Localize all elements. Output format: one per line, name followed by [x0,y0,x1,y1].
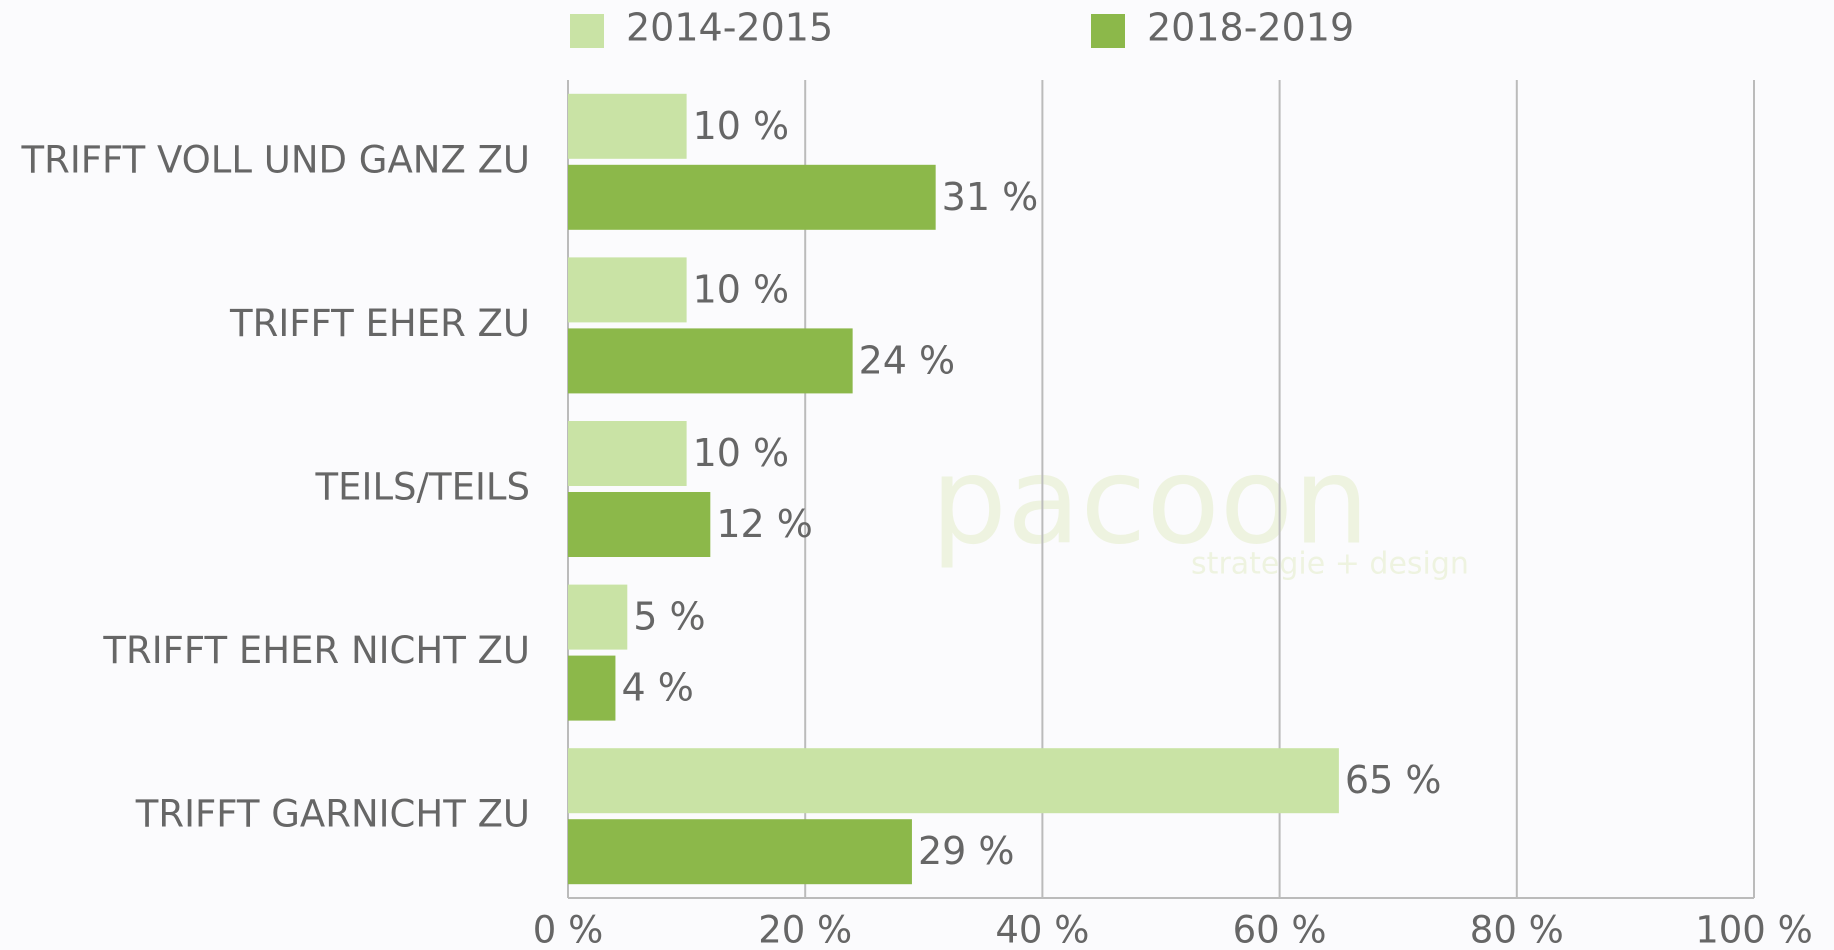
bar [568,164,936,230]
legend-label: 2014-2015 [626,6,833,50]
data-label: 29 % [918,829,1015,873]
bar [568,328,853,394]
data-label: 10 % [693,431,790,475]
category-label: TRIFFT VOLL UND GANZ ZU [21,138,530,181]
bar [568,748,1339,814]
data-label: 5 % [633,595,705,639]
bar [568,93,687,159]
legend-swatch [570,14,604,48]
legend-label: 2018-2019 [1147,6,1354,50]
x-tick-label: 20 % [758,909,852,950]
data-label: 10 % [693,267,790,311]
bar [568,257,687,323]
legend-swatch [1091,14,1125,48]
bar [568,819,912,885]
data-label: 31 % [942,175,1039,219]
bar [568,492,711,557]
category-label: TRIFFT EHER NICHT ZU [102,629,530,672]
x-tick-label: 0 % [533,909,603,950]
data-label: 65 % [1345,758,1442,802]
category-label: TEILS/TEILS [315,466,530,509]
category-label: TRIFFT GARNICHT ZU [135,793,530,836]
bar [568,421,687,486]
bar [568,584,628,650]
x-tick-label: 80 % [1470,909,1564,950]
watermark-sub: strategie + design [1191,547,1469,582]
watermark: pacoon [931,433,1370,572]
data-label: 4 % [621,666,693,710]
x-tick-label: 60 % [1233,909,1327,950]
data-label: 24 % [859,338,956,382]
bar [568,655,616,721]
x-tick-label: 40 % [995,909,1089,950]
data-label: 12 % [716,502,813,546]
x-tick-label: 100 % [1695,909,1813,950]
category-label: TRIFFT EHER ZU [229,302,530,345]
data-label: 10 % [693,104,790,148]
